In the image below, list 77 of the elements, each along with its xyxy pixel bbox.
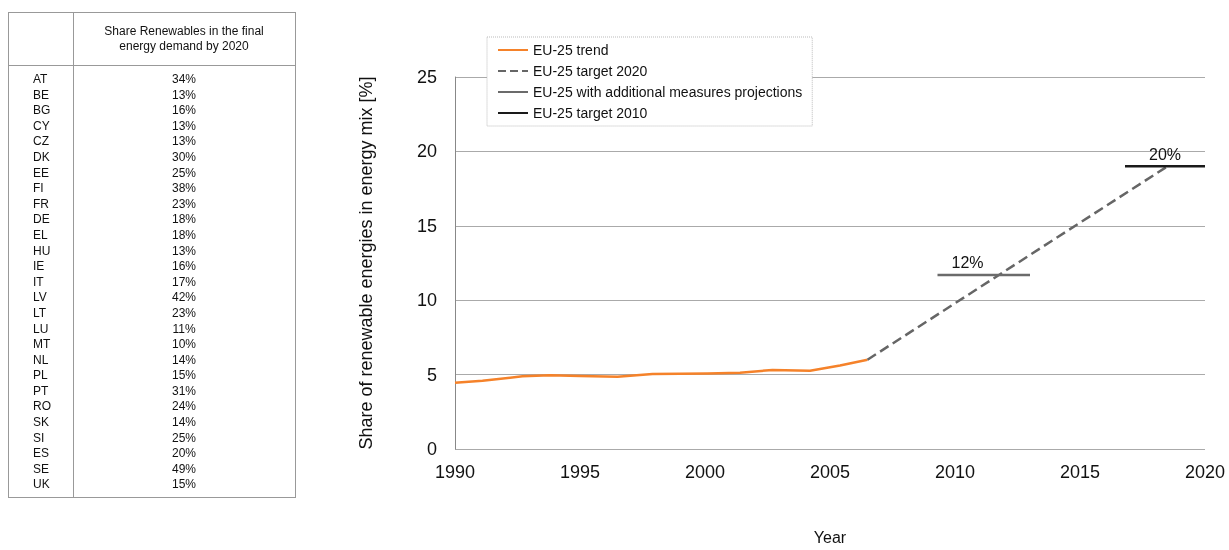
y-tick-label: 15	[416, 215, 437, 236]
text: 30%	[171, 149, 197, 164]
text: 42%	[171, 290, 197, 305]
x-tick-label: 1995	[559, 462, 601, 482]
category-label: BE	[32, 87, 50, 104]
text: 49%	[171, 461, 197, 476]
text: 38%	[171, 181, 197, 196]
text: 11%	[172, 321, 196, 336]
text: 23%	[171, 305, 197, 320]
legend-label: EU-25 trend	[533, 42, 609, 58]
x-tick-label: 1990	[434, 462, 476, 482]
category-label: PT	[32, 383, 50, 400]
category-label: LT	[32, 305, 48, 322]
text: 18%	[171, 212, 197, 227]
y-axis-title: Share of renewable energies in energy mix [%]	[356, 76, 376, 450]
text: 15%	[171, 368, 197, 383]
category-label: ES	[32, 446, 50, 462]
text: 20%	[171, 446, 197, 461]
y-tick-label: 0	[426, 439, 437, 459]
category-label: HU	[32, 243, 52, 260]
text: 15%	[171, 477, 197, 492]
y-tick-label: 20	[416, 141, 437, 162]
category-label: CY	[32, 118, 51, 135]
category-label: EL	[32, 227, 49, 244]
category-label: LU	[32, 321, 50, 338]
text: 13%	[171, 243, 197, 258]
category-label: RO	[32, 399, 52, 416]
annotation: 20%	[1148, 145, 1182, 163]
text: 13%	[171, 118, 197, 133]
y-tick-label: 25	[416, 67, 437, 87]
category-label: UK	[32, 477, 51, 494]
y-tick-label: 5	[426, 364, 437, 385]
category-label: DE	[32, 212, 51, 228]
legend-label: EU-25 with additional measures projections	[533, 84, 803, 100]
category-label: IT	[32, 274, 45, 291]
legend-label: EU-25 target 2020	[533, 63, 648, 79]
text: 24%	[171, 399, 197, 414]
x-axis-title: Year	[813, 528, 847, 546]
legend-label: EU-25 target 2010	[533, 105, 648, 121]
text: 10%	[171, 337, 197, 352]
category-label: DK	[32, 149, 51, 166]
category-label: NL	[32, 352, 50, 369]
text: 16%	[171, 103, 197, 118]
line-series	[453, 358, 869, 385]
text: 25%	[171, 165, 197, 180]
category-label: PL	[32, 368, 49, 384]
y-tick-label: 10	[416, 290, 437, 311]
text: 14%	[171, 352, 197, 367]
x-tick-label: 2015	[1059, 462, 1101, 482]
category-label: MT	[32, 337, 52, 353]
category-label: SE	[32, 461, 50, 478]
category-label: BG	[32, 103, 52, 119]
x-tick-label: 2000	[684, 462, 726, 482]
category-label: IE	[32, 259, 46, 275]
x-tick-label: 2005	[809, 462, 851, 482]
category-label: EE	[32, 165, 50, 182]
text: 18%	[171, 227, 197, 242]
text: 31%	[171, 383, 197, 398]
annotation: 12%	[951, 254, 984, 272]
category-label: SI	[32, 430, 46, 447]
category-label: CZ	[32, 134, 50, 150]
category-label: LV	[32, 290, 48, 306]
text: Share Renewables in the final energy demand by 2020	[103, 23, 265, 55]
category-label: SK	[32, 415, 50, 431]
x-tick-label: 2010	[934, 462, 976, 482]
text: 25%	[171, 430, 197, 445]
category-label: FR	[32, 196, 50, 213]
category-label: FI	[32, 181, 45, 197]
x-tick-label: 2020	[1184, 462, 1226, 482]
category-label: AT	[32, 72, 49, 88]
text: 13%	[171, 87, 197, 102]
text: 16%	[171, 259, 197, 274]
text: 34%	[171, 72, 197, 86]
text: 14%	[171, 415, 197, 430]
text: 23%	[171, 196, 197, 211]
text: 17%	[171, 274, 197, 289]
text: 13%	[171, 134, 197, 149]
